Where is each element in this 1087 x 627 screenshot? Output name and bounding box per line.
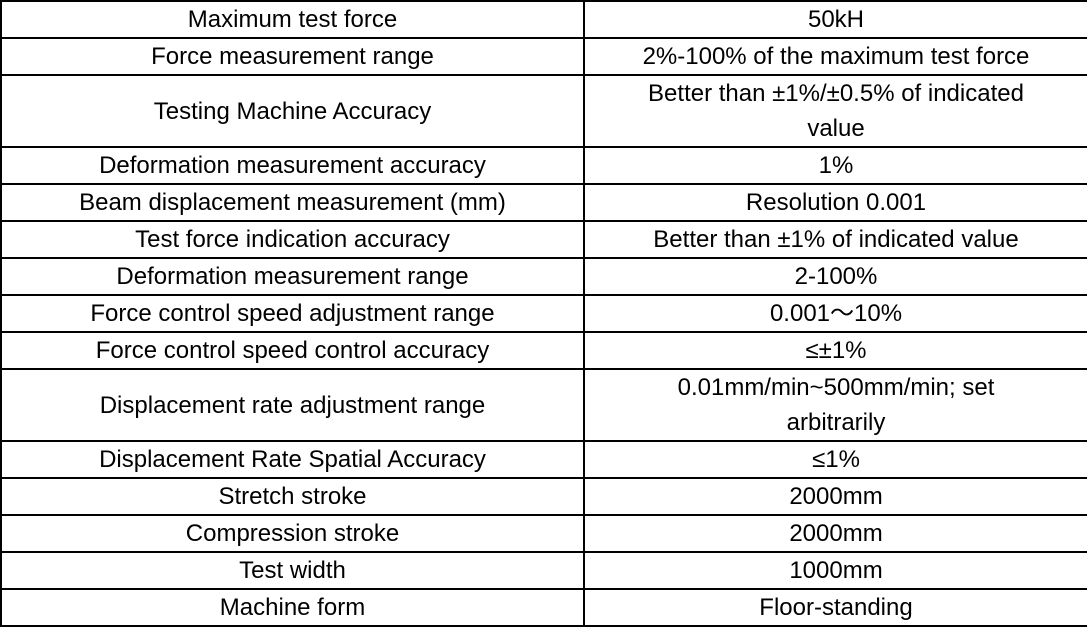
table-row: Deformation measurement range 2-100% — [0, 257, 1087, 296]
spec-label-cell: Force control speed control accuracy — [0, 331, 585, 370]
spec-value-cell: ≤1% — [583, 440, 1087, 479]
table-row: Force control speed control accuracy ≤±1… — [0, 331, 1087, 370]
spec-value-cell: Better than ±1%/±0.5% of indicated value — [583, 74, 1087, 148]
spec-label-cell: Displacement Rate Spatial Accuracy — [0, 440, 585, 479]
table-row: Test force indication accuracy Better th… — [0, 220, 1087, 259]
spec-value-cell: 50kH — [583, 0, 1087, 39]
spec-value-cell: 0.01mm/min~500mm/min; set arbitrarily — [583, 368, 1087, 442]
table-row: Test width 1000mm — [0, 551, 1087, 590]
spec-label-cell: Beam displacement measurement (mm) — [0, 183, 585, 222]
table-row: Deformation measurement accuracy 1% — [0, 146, 1087, 185]
table-row: Machine form Floor-standing — [0, 588, 1087, 627]
spec-value-cell: Resolution 0.001 — [583, 183, 1087, 222]
spec-value-cell: 2000mm — [583, 514, 1087, 553]
spec-value-cell: 1000mm — [583, 551, 1087, 590]
spec-value-cell: 2%-100% of the maximum test force — [583, 37, 1087, 76]
spec-label-cell: Test force indication accuracy — [0, 220, 585, 259]
table-row: Force control speed adjustment range 0.0… — [0, 294, 1087, 333]
spec-value-cell: 0.001～10% — [583, 294, 1087, 333]
spec-label-cell: Testing Machine Accuracy — [0, 74, 585, 148]
table-row: Displacement Rate Spatial Accuracy ≤1% — [0, 440, 1087, 479]
spec-label-cell: Maximum test force — [0, 0, 585, 39]
spec-label-cell: Deformation measurement range — [0, 257, 585, 296]
spec-value-cell: 1% — [583, 146, 1087, 185]
spec-label-cell: Machine form — [0, 588, 585, 627]
spec-label-cell: Compression stroke — [0, 514, 585, 553]
table-row: Stretch stroke 2000mm — [0, 477, 1087, 516]
spec-label-cell: Deformation measurement accuracy — [0, 146, 585, 185]
table-row: Testing Machine Accuracy Better than ±1%… — [0, 74, 1087, 148]
table-row: Displacement rate adjustment range 0.01m… — [0, 368, 1087, 442]
table-row: Force measurement range 2%-100% of the m… — [0, 37, 1087, 76]
spec-label-cell: Test width — [0, 551, 585, 590]
spec-value-cell: Floor-standing — [583, 588, 1087, 627]
table-row: Compression stroke 2000mm — [0, 514, 1087, 553]
spec-value-cell: Better than ±1% of indicated value — [583, 220, 1087, 259]
spec-value-cell: 2-100% — [583, 257, 1087, 296]
spec-value-cell: ≤±1% — [583, 331, 1087, 370]
spec-label-cell: Displacement rate adjustment range — [0, 368, 585, 442]
spec-label-cell: Force control speed adjustment range — [0, 294, 585, 333]
spec-label-cell: Stretch stroke — [0, 477, 585, 516]
table-row: Maximum test force 50kH — [0, 0, 1087, 39]
table-row: Beam displacement measurement (mm) Resol… — [0, 183, 1087, 222]
spec-value-cell: 2000mm — [583, 477, 1087, 516]
spec-label-cell: Force measurement range — [0, 37, 585, 76]
